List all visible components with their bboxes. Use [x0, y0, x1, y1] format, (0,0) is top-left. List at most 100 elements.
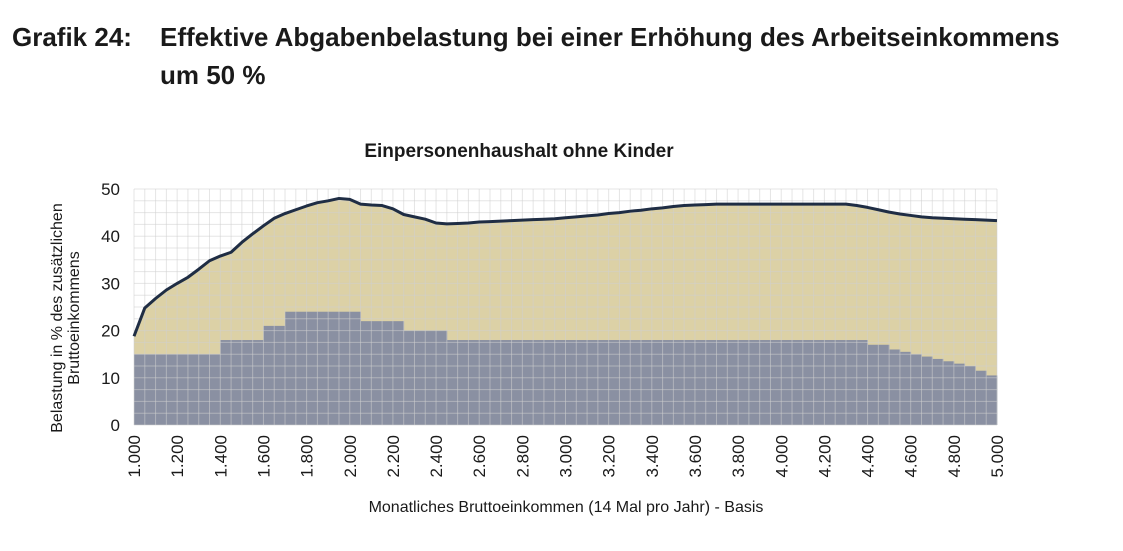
lower-area-step [295, 311, 307, 425]
lower-area-step [554, 340, 566, 425]
lower-area-step [382, 321, 394, 425]
lower-area-step [673, 340, 685, 425]
chart-title: Einpersonenhaushalt ohne Kinder [364, 141, 674, 162]
lower-area-step [748, 340, 761, 425]
x-tick-label: 4.200 [815, 435, 834, 478]
x-tick-label: 4.600 [902, 435, 921, 478]
x-tick-label: 1.200 [168, 435, 187, 478]
lower-area-step [446, 340, 459, 425]
x-tick-label: 1.600 [254, 435, 273, 478]
lower-area-step [392, 321, 405, 425]
lower-area-step [479, 340, 491, 425]
lower-area-step [878, 344, 890, 425]
lower-area-step [845, 340, 858, 425]
lower-area-step [619, 340, 631, 425]
lower-area-step [802, 340, 815, 425]
y-tick-label: 20 [101, 322, 120, 341]
lower-area-step [263, 325, 275, 425]
lower-area-step [662, 340, 674, 425]
lower-area-step [597, 340, 610, 425]
lower-area-step [338, 311, 351, 425]
x-tick-label: 2.600 [470, 435, 489, 478]
x-tick-label: 2.000 [341, 435, 360, 478]
x-tick-label: 1.800 [298, 435, 317, 478]
lower-area-step [371, 321, 383, 425]
lower-area-step [522, 340, 534, 425]
lower-area-step [964, 366, 976, 425]
lower-area-step [468, 340, 480, 425]
lower-area-step [759, 340, 771, 425]
lower-area-step [943, 361, 955, 425]
lower-area-step [856, 340, 868, 425]
lower-area-step [317, 311, 329, 425]
lower-area-step [349, 311, 361, 425]
lower-area-step [220, 340, 232, 425]
lower-area-step [684, 340, 696, 425]
x-tick-label: 5.000 [988, 435, 1007, 478]
grid [133, 188, 998, 426]
lower-area-step [953, 363, 966, 425]
lower-area-step [792, 340, 804, 425]
x-tick-label: 3.400 [643, 435, 662, 478]
lower-area-step [231, 340, 243, 425]
lower-area-step [716, 340, 728, 425]
x-axis: 1.000 1.200 1.400 1.600 1.800 2.000 2.200 2.400… [125, 435, 1007, 478]
lower-area-step [651, 340, 663, 425]
x-tick-label: 1.400 [211, 435, 230, 478]
lower-area-step [565, 340, 577, 425]
y-axis: 0 10 20 30 40 50 [101, 180, 120, 435]
lower-area-step [889, 349, 901, 425]
lower-area-step [511, 340, 523, 425]
lower-area-step [727, 340, 739, 425]
x-axis-label: Monatliches Bruttoeinkommen (14 Mal pro … [369, 499, 764, 516]
lower-area-step [770, 340, 782, 425]
x-tick-label: 4.000 [772, 435, 791, 478]
lower-area-step [899, 351, 912, 425]
lower-area-step [975, 370, 987, 425]
lower-area-step [921, 356, 933, 425]
lower-area-step [285, 311, 297, 425]
lower-area-step [630, 340, 642, 425]
x-tick-label: 3.800 [729, 435, 748, 478]
x-tick-label: 3.200 [600, 435, 619, 478]
lower-area-step [694, 340, 707, 425]
lower-area-step [608, 340, 620, 425]
lower-area-step [252, 340, 264, 425]
lower-area-step [576, 340, 588, 425]
lower-area-step [813, 340, 825, 425]
lower-area-step [457, 340, 469, 425]
y-axis-label-line-2: Bruttoeinkommens [66, 251, 83, 384]
lower-area-step [835, 340, 847, 425]
x-tick-label: 3.000 [557, 435, 576, 478]
lower-area-step [543, 340, 556, 425]
lower-area-step [306, 311, 318, 425]
lower-area-step [867, 344, 879, 425]
total-burden-line [132, 196, 998, 337]
lower-area-step [932, 358, 944, 425]
lower-area-step [489, 340, 502, 425]
lower-area-step [641, 340, 653, 425]
lower-area-step [705, 340, 717, 425]
lower-area-step [781, 340, 793, 425]
lower-area-step [241, 340, 254, 425]
x-tick-label: 2.400 [427, 435, 446, 478]
x-tick-label: 1.000 [125, 435, 144, 478]
y-tick-label: 50 [101, 180, 120, 199]
x-tick-label: 2.200 [384, 435, 403, 478]
lower-area-step [738, 340, 750, 425]
x-tick-label: 3.600 [686, 435, 705, 478]
y-tick-label: 40 [101, 227, 120, 246]
lower-area-step [587, 340, 599, 425]
figure-label: Grafik 24: [12, 22, 132, 52]
x-tick-label: 4.800 [945, 435, 964, 478]
y-tick-label: 0 [111, 416, 120, 435]
lower-area-step [328, 311, 340, 425]
y-axis-label-line-1: Belastung in % des zusätzlichen [49, 203, 66, 432]
lower-area-step [986, 375, 998, 425]
x-tick-label: 2.800 [513, 435, 532, 478]
lower-area-step [500, 340, 512, 425]
x-tick-label: 4.400 [859, 435, 878, 478]
figure-title: Effektive Abgabenbelastung bei einer Erh… [160, 22, 1060, 90]
y-axis-label: Belastung in % des zusätzlichen Bruttoei… [49, 203, 83, 432]
